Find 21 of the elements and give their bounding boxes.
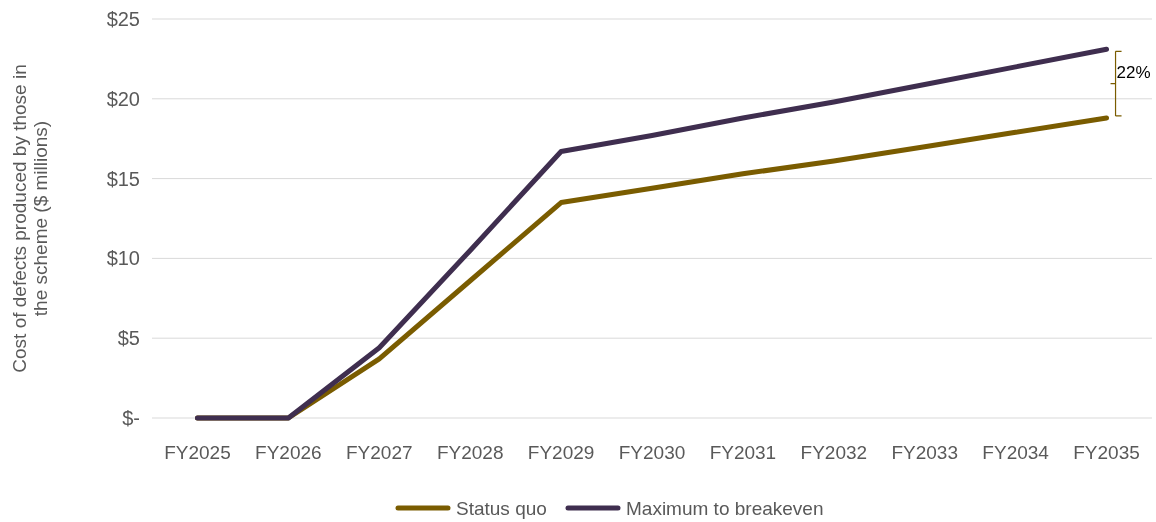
x-tick-label: FY2034 bbox=[982, 441, 1050, 463]
legend-label: Status quo bbox=[456, 497, 547, 519]
x-tick-label: FY2025 bbox=[164, 441, 231, 463]
x-tick-label: FY2026 bbox=[255, 441, 322, 463]
x-tick-label: FY2031 bbox=[709, 441, 777, 463]
y-tick-label: $25 bbox=[106, 8, 140, 30]
y-tick-label: $20 bbox=[106, 87, 140, 110]
x-tick-label: FY2032 bbox=[800, 441, 868, 463]
x-tick-label: FY2027 bbox=[346, 441, 413, 463]
x-tick-label: FY2033 bbox=[891, 441, 958, 463]
annotation: 22% bbox=[1116, 62, 1151, 82]
x-tick-label: FY2035 bbox=[1073, 441, 1140, 463]
y-tick-label: $15 bbox=[106, 167, 140, 190]
y-tick-label: $5 bbox=[117, 327, 140, 350]
y-axis-title: Cost of defects produced by those in the scheme ($ millions) bbox=[9, 64, 51, 373]
x-tick-label: FY2028 bbox=[436, 441, 504, 463]
y-tick-label: $- bbox=[122, 407, 140, 429]
y-tick-label: $10 bbox=[106, 247, 140, 270]
x-tick-label: FY2030 bbox=[618, 441, 686, 463]
x-tick-label: FY2029 bbox=[527, 441, 595, 463]
legend-label: Maximum to breakeven bbox=[626, 497, 824, 519]
